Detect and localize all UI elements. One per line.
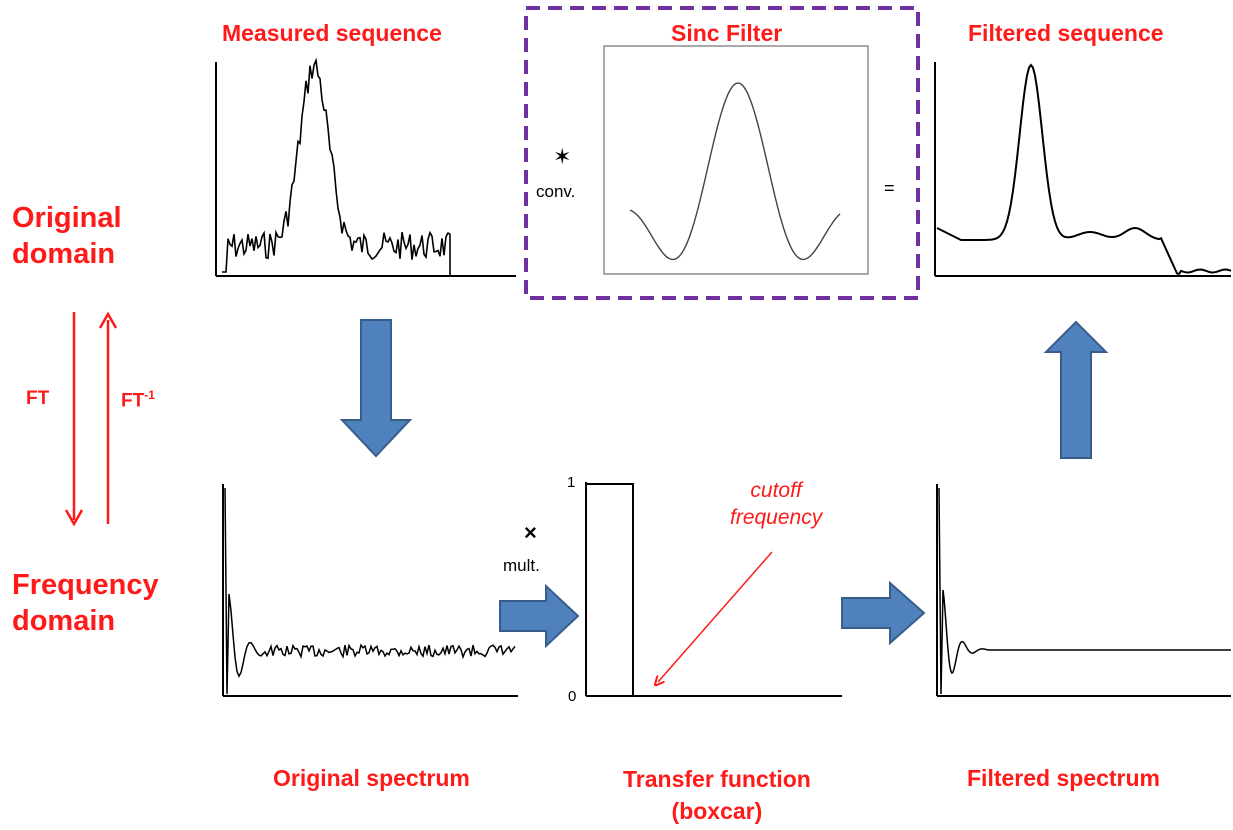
arrow-right-result bbox=[841, 580, 926, 646]
multiply-label: mult. bbox=[503, 556, 540, 575]
convolution-symbol: ✶ bbox=[553, 144, 572, 169]
filtered-spectrum-title: Filtered spectrum bbox=[967, 765, 1160, 791]
inverse-ft-superscript: -1 bbox=[144, 388, 155, 402]
inverse-ft-text: FT bbox=[121, 390, 145, 412]
original-spectrum-plot bbox=[222, 484, 518, 697]
ft-label: FT bbox=[26, 388, 50, 409]
multiply-symbol: × bbox=[524, 520, 537, 545]
arrow-down-ft bbox=[339, 319, 413, 458]
frequency-domain-label: Frequency domain bbox=[12, 567, 159, 640]
transfer-function-plot bbox=[585, 482, 842, 697]
measured-sequence-title: Measured sequence bbox=[222, 20, 442, 46]
original-spectrum-title: Original spectrum bbox=[273, 765, 470, 791]
transfer-axis-top-label: 1 bbox=[567, 474, 576, 491]
original-domain-label: Original domain bbox=[12, 200, 122, 273]
inverse-ft-label: FT-1 bbox=[121, 388, 155, 412]
filtered-spectrum-trace bbox=[938, 487, 1231, 695]
sinc-filter-title: Sinc Filter bbox=[671, 20, 783, 46]
convolution-label: conv. bbox=[536, 182, 576, 201]
cutoff-frequency-annotation: cutoff frequency bbox=[730, 477, 822, 532]
original-spectrum-trace bbox=[224, 487, 516, 695]
transfer-function-title: Transfer function (boxcar) bbox=[623, 763, 811, 827]
sinc-filter-plot bbox=[603, 45, 869, 275]
original-domain-line1: Original bbox=[12, 202, 122, 234]
frequency-domain-line1: Frequency bbox=[12, 569, 159, 601]
filtered-spectrum-plot bbox=[936, 484, 1231, 697]
transfer-function-line2: (boxcar) bbox=[671, 798, 763, 825]
boxcar-trace bbox=[586, 483, 634, 696]
filtered-sequence-plot bbox=[934, 62, 1232, 277]
measured-sequence-plot bbox=[215, 57, 516, 277]
measured-sequence-trace bbox=[222, 57, 451, 276]
filtered-sequence-trace bbox=[936, 63, 1232, 276]
frequency-domain-line2: domain bbox=[12, 605, 116, 638]
transfer-function-line1: Transfer function bbox=[623, 766, 811, 792]
cutoff-line2: frequency bbox=[730, 506, 823, 530]
equals-sign: = bbox=[884, 178, 895, 198]
transfer-axis-bottom-label: 0 bbox=[568, 688, 577, 705]
original-domain-line2: domain bbox=[12, 238, 116, 271]
cutoff-pointer-arrow bbox=[658, 551, 773, 682]
cutoff-line1: cutoff bbox=[750, 479, 802, 502]
sinc-filter-trace bbox=[629, 82, 841, 261]
sinc-filter-dashed-box bbox=[524, 6, 920, 300]
filtered-sequence-title: Filtered sequence bbox=[968, 20, 1164, 46]
arrow-right-multiply bbox=[499, 583, 580, 649]
arrow-up-inverse-ft bbox=[1043, 320, 1109, 459]
